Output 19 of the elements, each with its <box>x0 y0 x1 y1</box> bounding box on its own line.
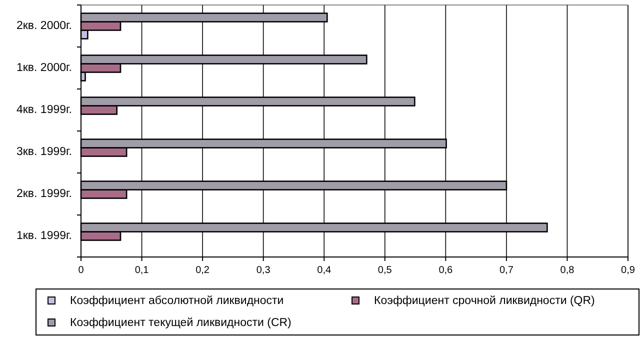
x-tick-label: 0,2 <box>196 265 210 276</box>
x-tick-label: 0,1 <box>134 265 150 276</box>
y-tick-label: 4кв. 1999г. <box>16 104 72 116</box>
x-tick-label: 0,3 <box>256 265 271 276</box>
x-tick-label: 0,4 <box>317 265 332 276</box>
y-tick-label: 2кв. 2000г. <box>16 20 72 32</box>
x-tick-label: 0,7 <box>499 265 514 276</box>
x-tick-label: 0 <box>78 265 84 276</box>
legend-label: Коэффициент срочной ликвидности (QR) <box>374 295 596 307</box>
legend-label: Коэффициент текущей ликвидности (CR) <box>70 317 292 329</box>
x-tick-label: 0,8 <box>560 265 575 276</box>
x-tick-label: 0,5 <box>378 265 392 276</box>
x-tick-label: 0,9 <box>621 265 636 276</box>
y-tick-label: 2кв. 1999г. <box>16 188 72 200</box>
y-tick-label: 1кв. 2000г. <box>16 62 72 74</box>
x-tick-label: 0,6 <box>438 265 454 276</box>
legend-label: Коэффициент абсолютной ликвидности <box>70 295 284 307</box>
y-tick-label: 1кв. 1999г. <box>16 230 72 242</box>
y-tick-label: 3кв. 1999г. <box>16 146 72 158</box>
